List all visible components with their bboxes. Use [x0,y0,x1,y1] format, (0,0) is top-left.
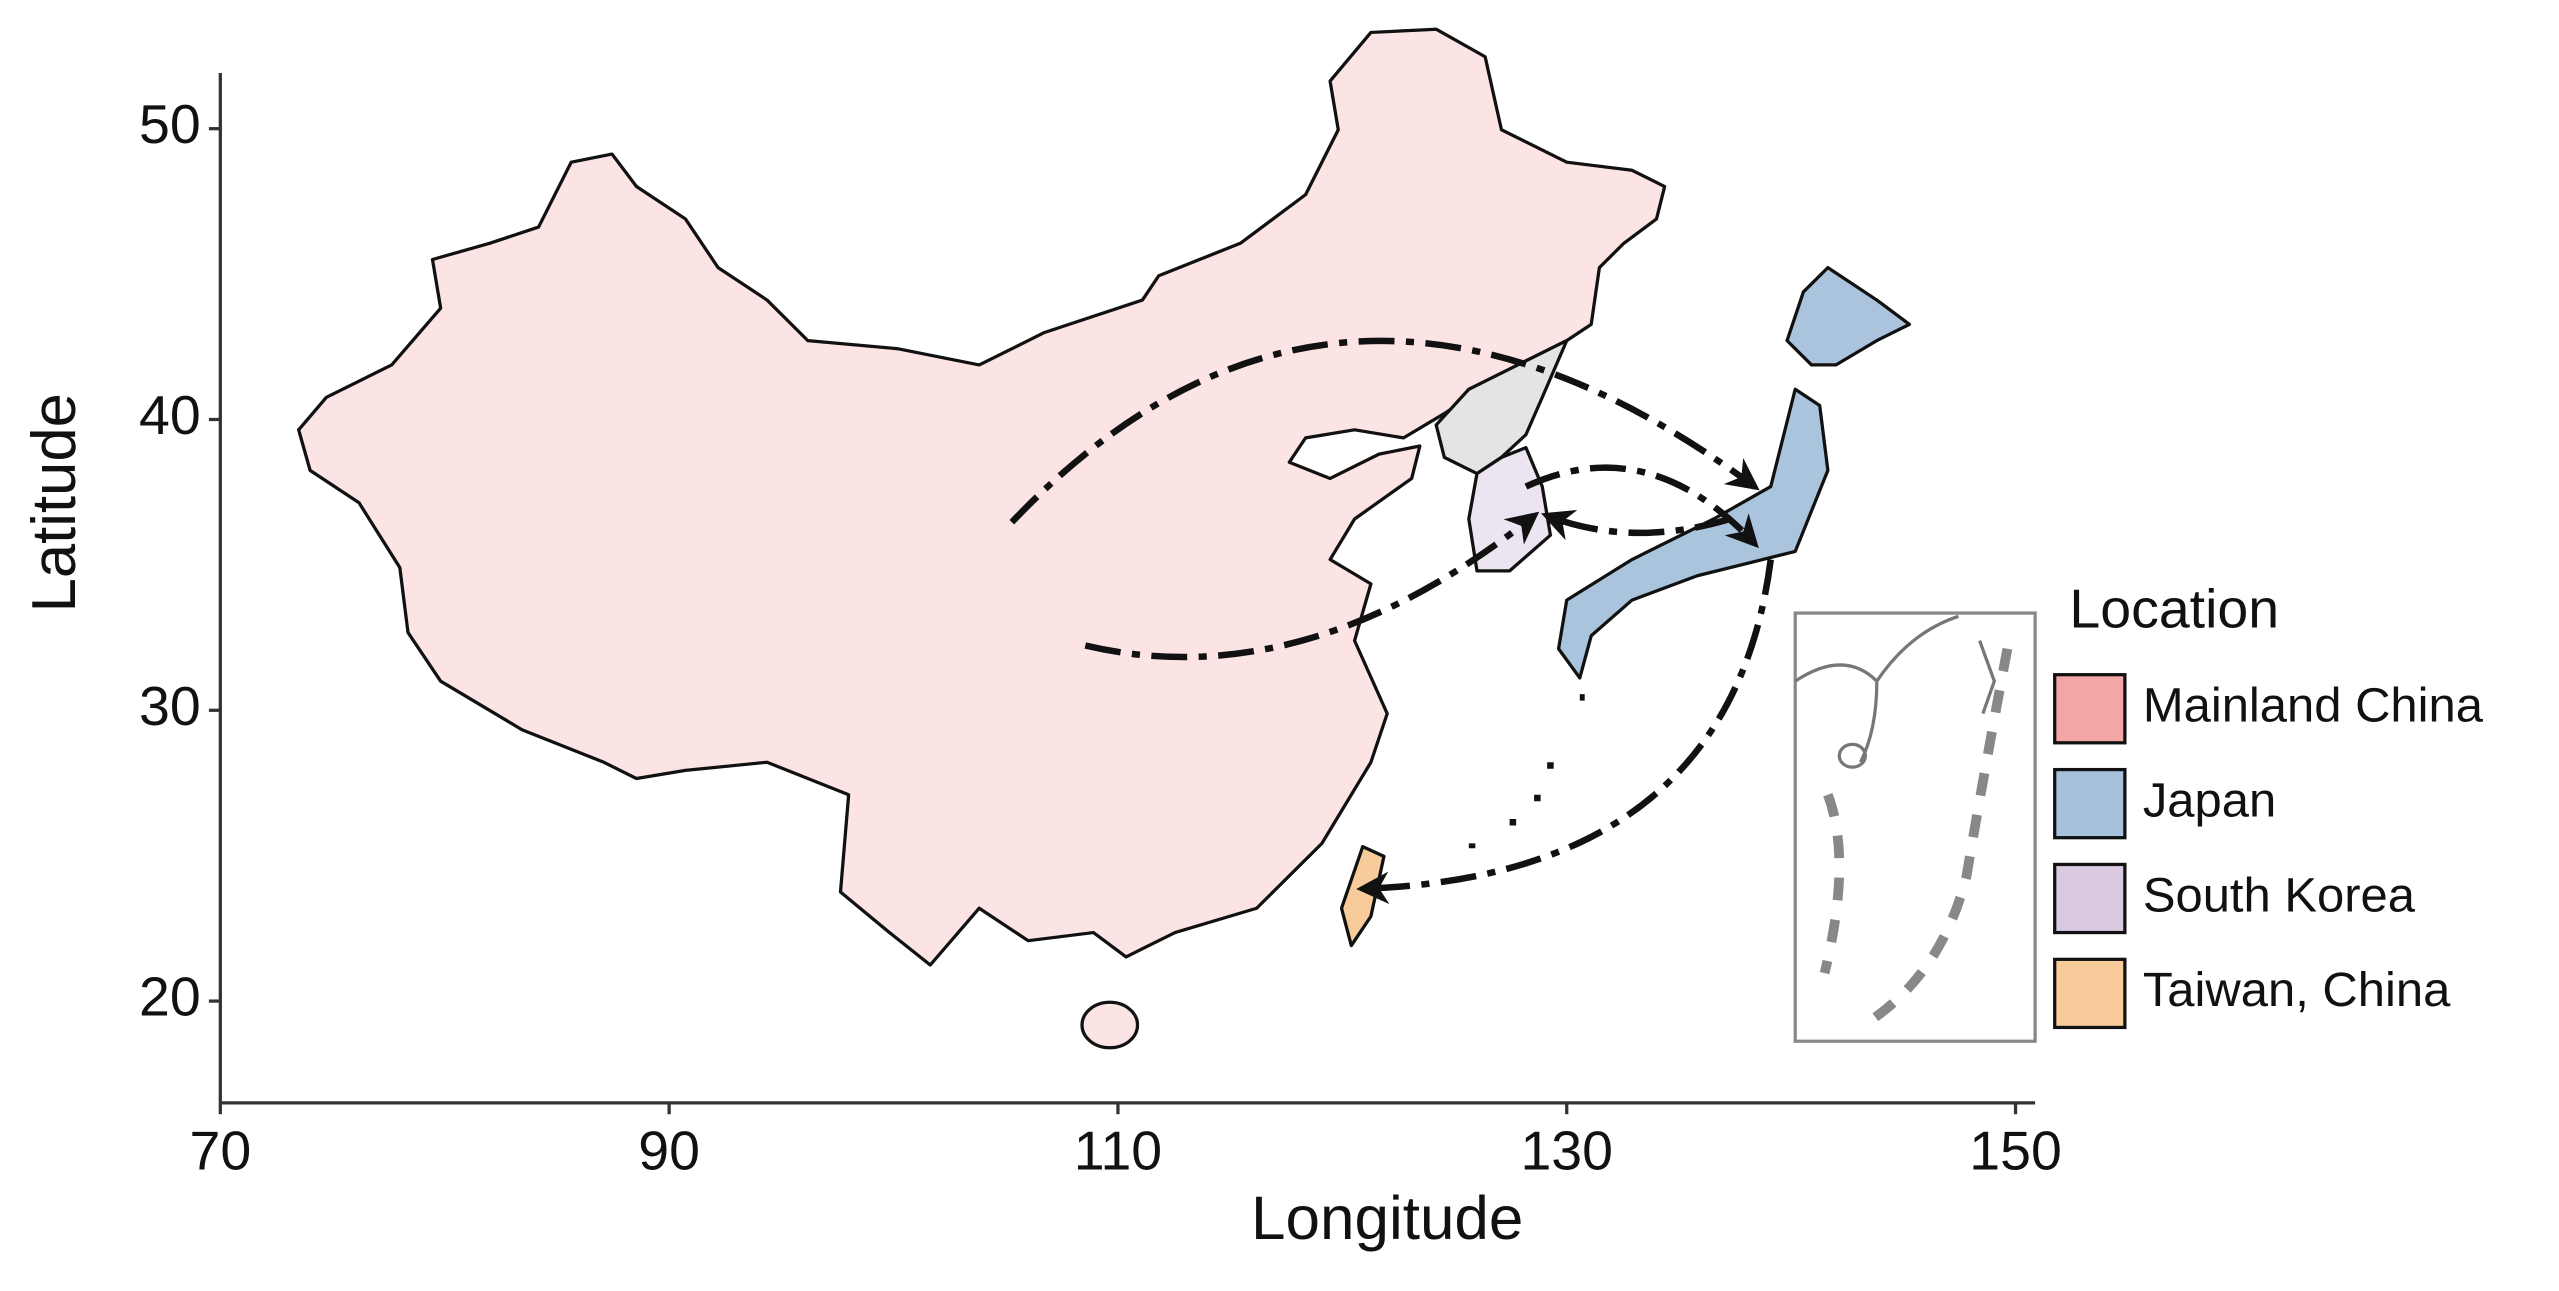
legend-key [2053,767,2127,840]
flow-arrow [1009,337,1760,525]
taiwan-region [1339,844,1386,948]
legend-title: Location [2069,578,2279,640]
legend-label: Mainland China [2143,679,2484,733]
legend-label: South Korea [2143,868,2416,922]
regions [297,27,1912,1050]
x-tick-label: 130 [1520,1119,1613,1181]
flows [1009,337,1774,905]
legend-key [2053,957,2127,1030]
x-tick-label: 90 [638,1119,700,1181]
inset-island [1837,742,1868,769]
x-tick-label: 70 [189,1119,251,1181]
legend-label: Taiwan, China [2143,963,2451,1017]
legend-key [2053,673,2127,745]
inset-boundary [1819,647,2013,1026]
x-tick-label: 150 [1969,1119,2062,1181]
y-tick-label: 30 [139,675,201,737]
hainan-region [1080,1000,1140,1050]
legend-key [2053,862,2127,935]
y-tick-label: 40 [139,384,201,446]
legend-label: Japan [2143,774,2276,828]
y-tick-label: 50 [139,93,201,155]
hokkaido-region [1785,265,1912,367]
y-axis-label: Latitude [20,393,89,612]
north-korea-region [1434,338,1569,476]
flow-arrow [1356,559,1774,905]
ryukyu-islands [1468,694,1585,849]
inset-map [1793,611,2037,1043]
flow-arrow [1541,509,1731,541]
inset-frame [1793,611,2037,1043]
y-tick-label: 20 [139,966,201,1028]
mainland-china-region [297,27,1667,967]
x-axis-label: Longitude [1251,1184,1523,1253]
x-tick-label: 110 [1074,1119,1162,1181]
flow-arrow [1084,511,1540,661]
honshu-region [1556,387,1830,680]
inset-coast [1794,614,1997,763]
